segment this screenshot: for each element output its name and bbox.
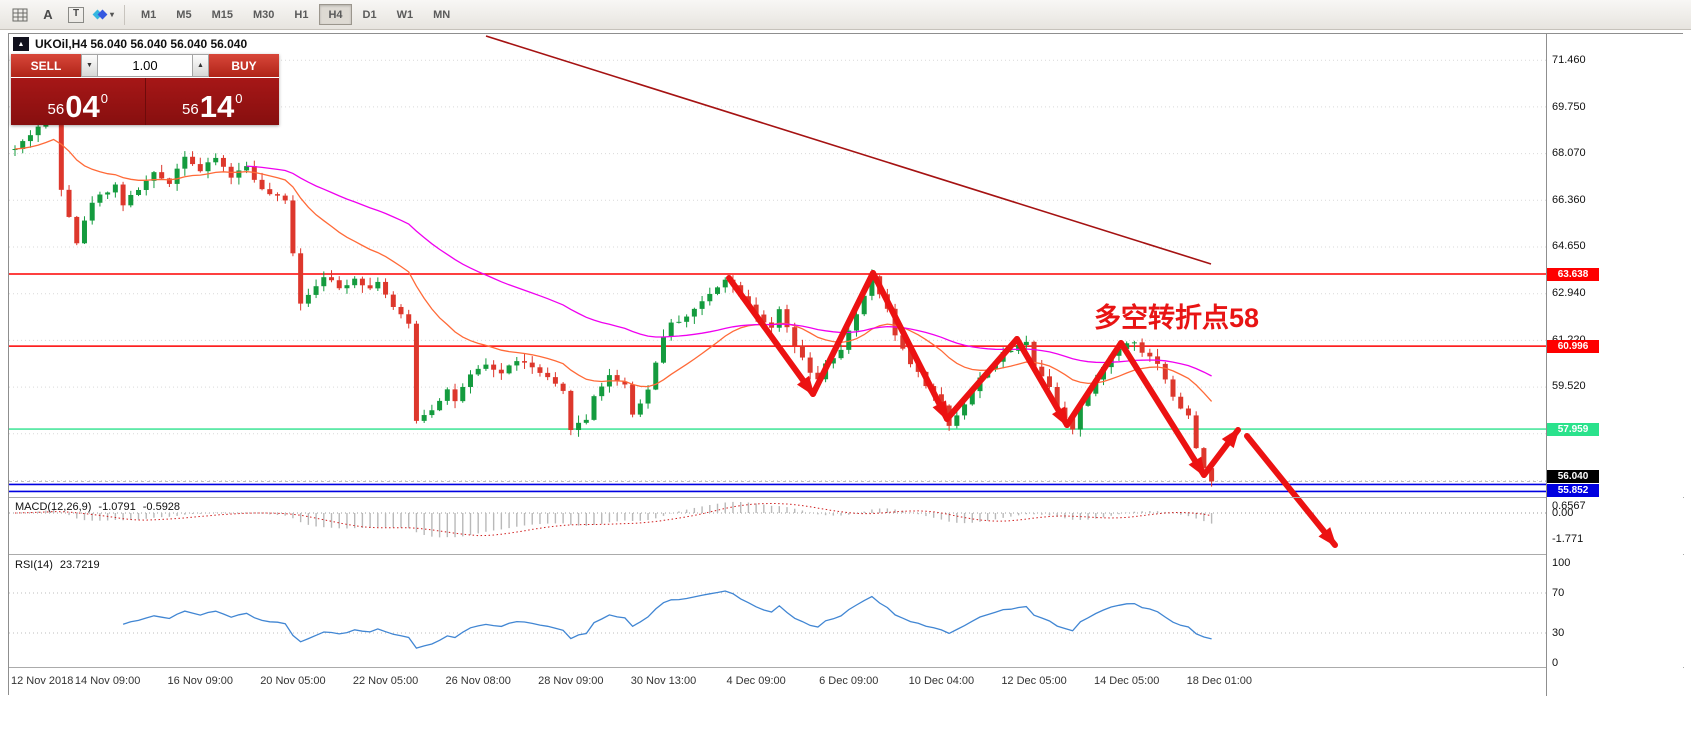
price-badge: 56.040: [1547, 470, 1599, 483]
one-click-trade-panel: SELL ▼ ▲ BUY 56 04 0 56 14 0: [11, 54, 279, 125]
timeframe-m15[interactable]: M15: [211, 8, 233, 21]
time-axis[interactable]: 12 Nov 2018 14 Nov 09:00 16 Nov 09:00 20 No…: [9, 668, 1546, 696]
time-label: 20 Nov 05:00: [260, 675, 326, 687]
time-label: 14 Nov 09:00: [74, 675, 141, 687]
rsi-axis-tick: 100: [1552, 557, 1571, 569]
timeframe-m1[interactable]: M1: [141, 8, 157, 21]
letter-a-icon: A: [43, 7, 53, 22]
timeframe-h1[interactable]: H1: [294, 8, 309, 21]
tick-chart-icon[interactable]: [7, 4, 33, 26]
time-label: 22 Nov 05:00: [352, 675, 419, 687]
sell-price-prefix: 56: [47, 101, 65, 118]
sell-price-sup: 0: [100, 91, 108, 106]
letter-t-icon: T: [67, 6, 85, 23]
timeframe-h4[interactable]: H4: [319, 4, 352, 25]
time-label: 30 Nov 13:00: [630, 675, 697, 687]
rsi-canvas[interactable]: [9, 555, 1546, 667]
rsi-value: 23.7219: [59, 559, 100, 571]
volume-down-button[interactable]: ▼: [81, 54, 98, 77]
macd-axis-tick: 0.00: [1552, 507, 1574, 519]
timeframe-m5[interactable]: M5: [176, 8, 192, 21]
draw-object-tool[interactable]: ▾: [91, 4, 117, 26]
price-tick: 68.070: [1552, 147, 1586, 159]
time-label: 28 Nov 09:00: [538, 675, 604, 687]
panel-divider[interactable]: [9, 497, 1684, 498]
toolbar-separator: [124, 4, 125, 25]
buy-price-big: 14: [199, 89, 235, 124]
chart-title-row: ▲ UKOil,H4 56.040 56.040 56.040 56.040: [13, 37, 247, 51]
timeframe-mn[interactable]: MN: [433, 8, 451, 21]
time-label: 12 Dec 05:00: [1001, 675, 1067, 687]
sell-price-display[interactable]: 56 04 0: [11, 78, 145, 125]
macd-canvas[interactable]: [9, 498, 1546, 554]
macd-value-main: -1.0791: [98, 501, 136, 513]
price-badge: 60.996: [1547, 340, 1599, 353]
panel-divider[interactable]: [9, 554, 1684, 555]
volume-up-button[interactable]: ▲: [192, 54, 209, 77]
time-label: 16 Nov 09:00: [167, 675, 233, 687]
macd-value-signal: -0.5928: [142, 501, 181, 513]
buy-price-prefix: 56: [182, 101, 199, 118]
buy-price-display[interactable]: 56 14 0: [145, 78, 279, 125]
chinese-annotation: 多空转折点58: [1094, 303, 1260, 333]
time-label: 26 Nov 08:00: [445, 675, 511, 687]
chevron-down-icon: ▾: [109, 10, 114, 19]
rsi-name: RSI(14): [15, 559, 53, 571]
timeframe-m30[interactable]: M30: [252, 8, 275, 21]
price-axis-divider: [1546, 34, 1547, 696]
timeframe-group: M1 M5 M15 M30 H1 H4 D1 W1 MN: [131, 4, 460, 25]
rsi-label: RSI(14) 23.7219: [15, 559, 100, 571]
price-tick: 66.360: [1552, 193, 1586, 206]
time-label: 6 Dec 09:00: [819, 675, 879, 687]
time-label: 14 Dec 05:00: [1093, 675, 1160, 687]
panel-divider[interactable]: [9, 667, 1684, 668]
price-axis[interactable]: 71.46069.75068.07066.36064.65062.94061.2…: [1547, 34, 1683, 696]
sell-button[interactable]: SELL: [11, 54, 81, 77]
price-badge: 57.959: [1547, 423, 1599, 436]
chart-window: 71.46069.75068.07066.36064.65062.94061.2…: [8, 33, 1684, 696]
timeframe-w1[interactable]: W1: [396, 8, 414, 21]
price-badge: 63.638: [1547, 268, 1599, 281]
grid-icon: [12, 8, 28, 21]
text-box-tool[interactable]: T: [63, 4, 89, 26]
macd-name: MACD(12,26,9): [15, 501, 92, 513]
price-tick: 59.520: [1552, 380, 1586, 393]
text-label-tool[interactable]: A: [35, 4, 61, 26]
price-tick: 62.940: [1552, 287, 1586, 300]
rsi-axis-tick: 30: [1552, 627, 1565, 639]
time-label: 12 Nov 2018: [11, 675, 74, 687]
rsi-axis-tick: 0: [1552, 657, 1559, 669]
sell-price-big: 04: [65, 89, 100, 124]
time-label: 10 Dec 04:00: [908, 675, 975, 687]
price-tick: 71.460: [1552, 54, 1586, 67]
one-click-panel-toggle[interactable]: ▲: [13, 37, 29, 51]
buy-button[interactable]: BUY: [209, 54, 279, 77]
time-label: 18 Dec 01:00: [1186, 675, 1253, 687]
buy-price-sup: 0: [235, 91, 243, 106]
price-tick: 64.650: [1552, 240, 1586, 253]
macd-axis-tick: 0.6567: [1552, 500, 1586, 512]
volume-input[interactable]: [98, 54, 192, 77]
time-label: 4 Dec 09:00: [726, 675, 786, 687]
price-badge: 55.852: [1547, 484, 1599, 497]
macd-axis-tick: -1.771: [1552, 533, 1584, 545]
timeframe-d1[interactable]: D1: [362, 8, 377, 21]
toolbar: A T ▾ M1 M5 M15 M30 H1 H4 D1 W1 MN: [0, 0, 1691, 30]
price-tick: 69.750: [1552, 101, 1586, 114]
chart-title: UKOil,H4 56.040 56.040 56.040 56.040: [35, 37, 248, 51]
macd-label: MACD(12,26,9) -1.0791 -0.5928: [15, 501, 180, 513]
rsi-axis-tick: 70: [1552, 587, 1565, 599]
